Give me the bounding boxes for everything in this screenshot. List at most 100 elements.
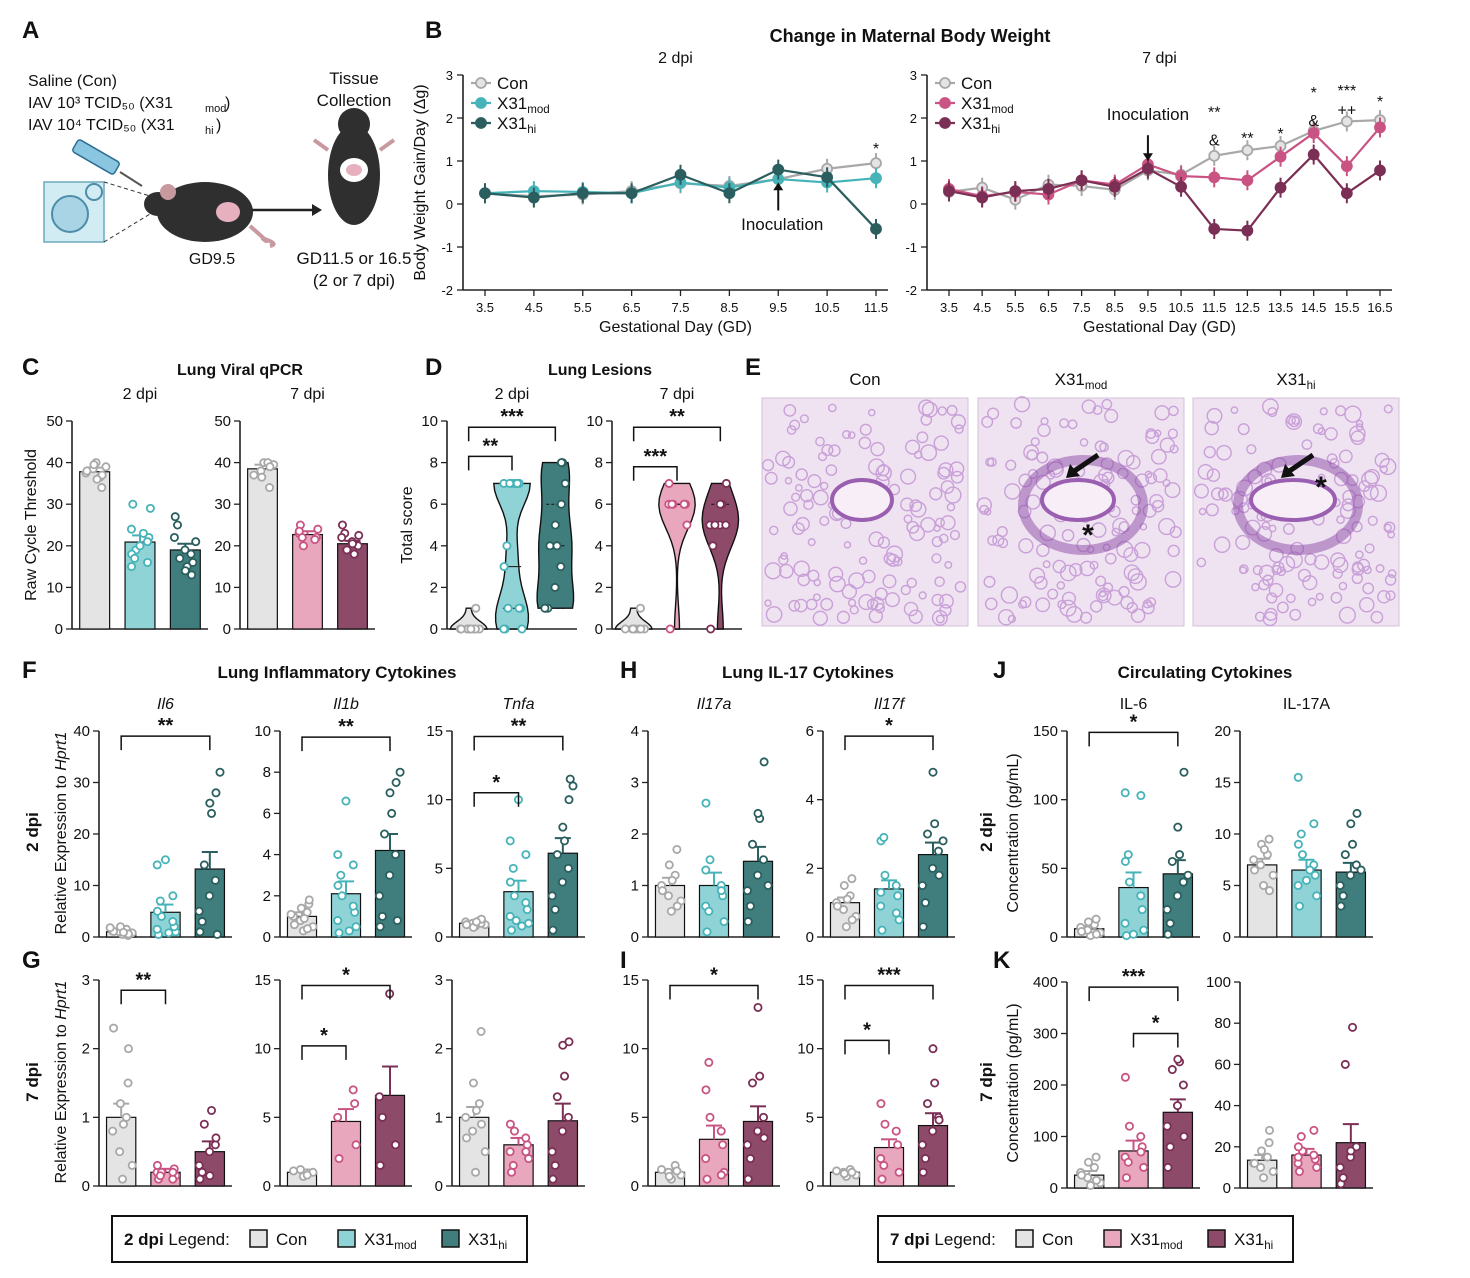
data-point [508, 1160, 518, 1170]
significance-bracket [1088, 986, 1179, 1002]
data-point [138, 528, 148, 538]
y-tick-label: 15 [797, 972, 814, 989]
legend-entry: X31hi [961, 114, 1000, 136]
significance-mark: ** [483, 435, 499, 457]
alveolus [812, 610, 828, 626]
y-axis-label: Body Weight Gain/Day (Δg) [412, 84, 429, 280]
data-point [920, 898, 930, 908]
histology-label: X31hi [1276, 370, 1315, 392]
y-tick-label: 3 [910, 68, 917, 83]
chart-subtitle: IL-17A [1283, 696, 1330, 713]
legend-swatch [1103, 1229, 1122, 1248]
y-tick-label: 30 [73, 775, 90, 792]
chart-subtitle: IL-6 [1120, 696, 1148, 713]
legend-swatch [249, 1229, 268, 1248]
data-point [877, 1174, 887, 1184]
data-point [1256, 1146, 1266, 1156]
significance-mark: *** [1338, 83, 1357, 100]
data-point [505, 836, 515, 846]
data-point [173, 520, 183, 530]
data-point [115, 1099, 125, 1109]
chart-D-7dpi: 0 2 4 6 8 10 7 dpi ***** [586, 386, 742, 638]
legend-dpi7: 7 dpi Legend: Con X31mod X31hi [877, 1215, 1294, 1263]
data-point [152, 1160, 162, 1170]
alveolus [1129, 573, 1147, 591]
alveolus [1336, 515, 1345, 525]
significance-mark: * [1130, 711, 1138, 733]
data-point [1137, 905, 1147, 915]
data-point [839, 881, 849, 891]
y-tick-label: 2 [631, 826, 639, 843]
alveolus [939, 604, 952, 617]
y-tick-label: 1 [435, 1109, 443, 1126]
data-point [1175, 180, 1187, 193]
alveolus [1059, 564, 1077, 582]
alveolus [1206, 468, 1221, 482]
alveolus [1145, 429, 1160, 445]
histology-label: X31mod [1055, 370, 1108, 392]
data-point [1086, 1180, 1096, 1190]
alveolus [987, 407, 1000, 420]
data-point [1274, 150, 1287, 163]
alveolus [1385, 590, 1396, 601]
data-point [1121, 931, 1131, 941]
y-tick-label: 4 [806, 792, 814, 809]
group-hi: IAV 10⁴ TCID₅₀ (X31 [28, 117, 175, 134]
alveolus [1103, 582, 1114, 593]
y-tick-label: 20 [214, 538, 231, 555]
data-point [334, 1154, 344, 1164]
y-tick-label: 2 [435, 1041, 443, 1058]
y-tick-label: 0 [223, 621, 231, 638]
significance-bracket [632, 466, 678, 481]
data-point [928, 863, 938, 873]
data-point [265, 462, 275, 472]
x-tick-label: 10.5 [1168, 300, 1193, 315]
y-tick-label: 4 [631, 723, 639, 740]
data-point [521, 850, 531, 860]
data-point [893, 1140, 903, 1150]
y-tick-label: 200 [1033, 1077, 1058, 1094]
data-point [540, 603, 550, 613]
panel-label-J: J [993, 657, 1006, 684]
data-point [745, 1154, 755, 1164]
data-point [152, 906, 162, 916]
violin [614, 607, 653, 630]
data-point [195, 927, 205, 937]
arrow-head [1066, 464, 1080, 478]
data-point [708, 541, 718, 551]
y-tick-label: 0 [263, 929, 271, 946]
data-point [1259, 844, 1269, 854]
alveolus [1033, 576, 1048, 590]
y-tick-label: -2 [905, 283, 917, 298]
legend-marker [939, 77, 951, 89]
data-point [480, 1147, 490, 1157]
panel-label-E: E [745, 354, 761, 381]
alveolus [1387, 530, 1396, 539]
data-point [1183, 870, 1193, 880]
data-point [1108, 180, 1121, 193]
alveolus [1196, 557, 1207, 568]
alveolus [815, 436, 825, 447]
violin [536, 461, 575, 609]
chart-subtitle: 2 dpi [658, 50, 693, 67]
alveolus [885, 545, 904, 563]
data-point [82, 466, 92, 476]
data-point [918, 1167, 928, 1177]
y-tick-label: 0 [55, 621, 63, 638]
alveolus [906, 520, 920, 534]
data-point [876, 1099, 886, 1109]
alveolus [1152, 468, 1168, 483]
alveolus [937, 466, 951, 480]
alveolus [1164, 482, 1181, 499]
alveolus [916, 431, 929, 444]
virus-small-icon [85, 183, 103, 201]
y-tick-label: 0 [1223, 929, 1231, 946]
chart-subtitle: Il1b [333, 696, 359, 713]
data-point [753, 808, 763, 818]
data-point [679, 499, 689, 509]
data-point [1348, 839, 1358, 849]
syringe-icon [72, 139, 120, 175]
data-point [1259, 881, 1269, 891]
data-point [1162, 1121, 1172, 1131]
data-point [847, 874, 857, 884]
